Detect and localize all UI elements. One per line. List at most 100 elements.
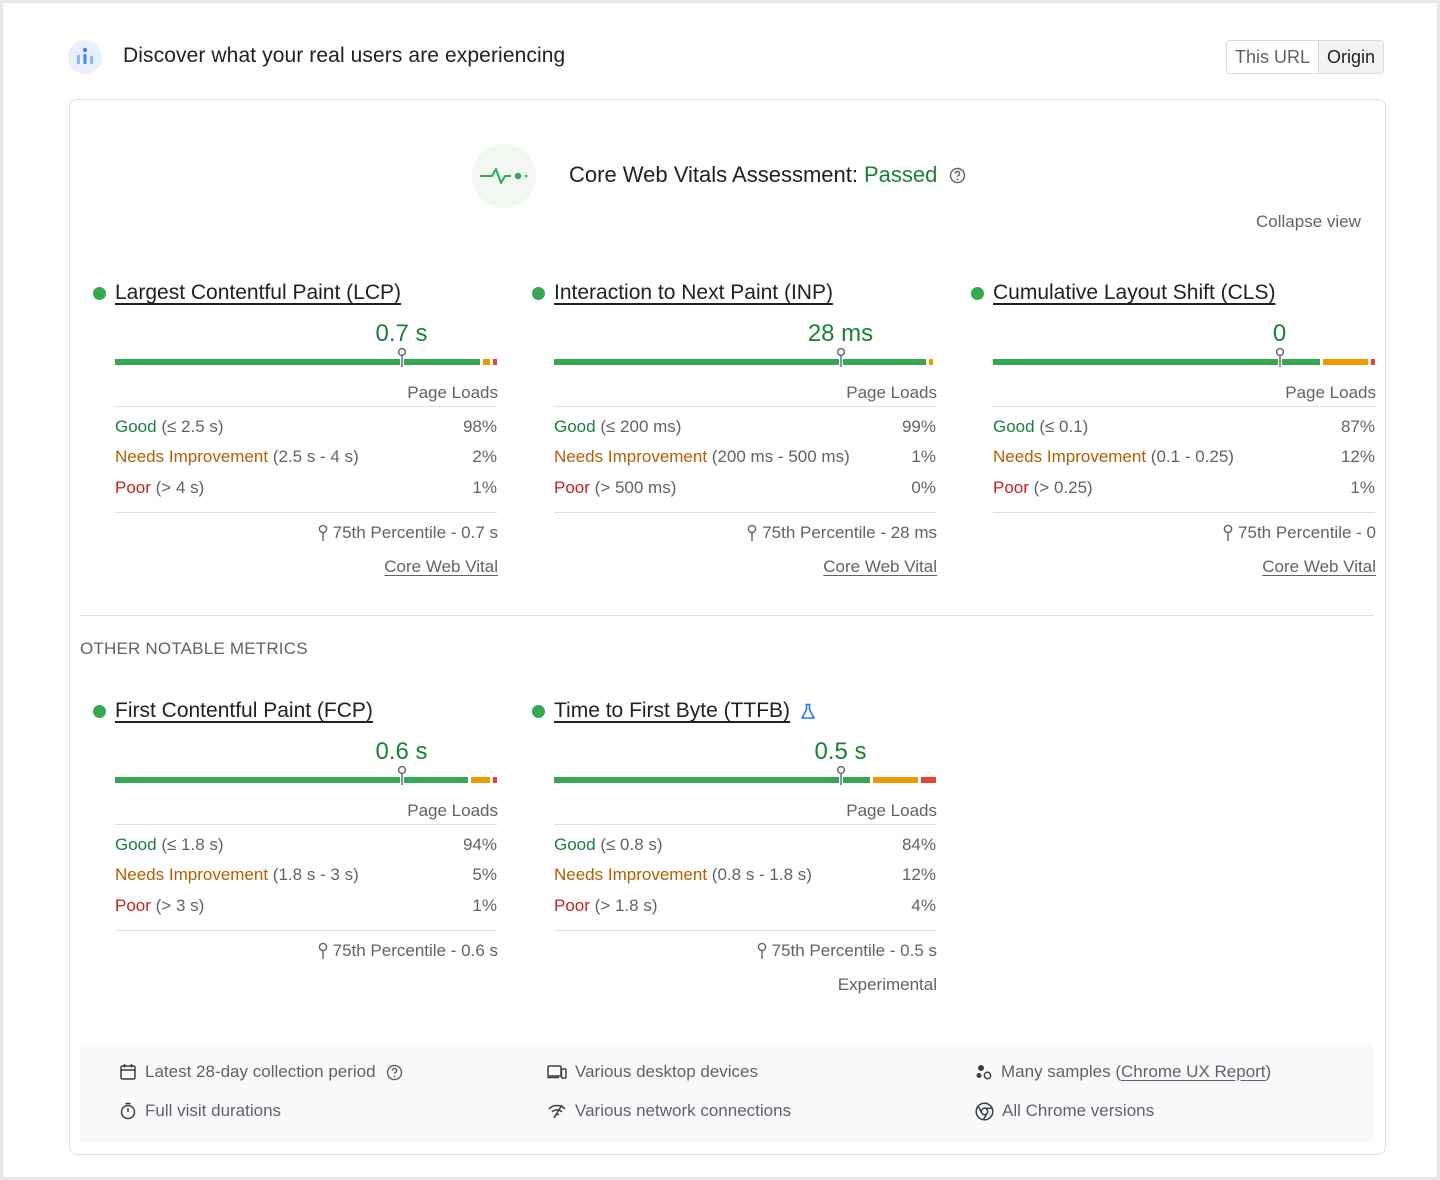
poor-range: (> 4 s) xyxy=(150,477,205,497)
ni-range: (1.8 s - 3 s) xyxy=(268,865,359,885)
poor-percent: 4% xyxy=(911,895,936,915)
help-icon[interactable] xyxy=(386,1064,411,1081)
needs-improvement-row: Needs Improvement (0.8 s - 1.8 s) 12% xyxy=(554,859,936,890)
chrome-ux-report-link[interactable]: Chrome UX Report xyxy=(1120,1062,1266,1081)
poor-segment xyxy=(1371,359,1375,365)
needs-improvement-segment xyxy=(471,777,491,783)
poor-range: (> 0.25) xyxy=(1028,477,1093,497)
status-dot xyxy=(971,286,984,300)
poor-label: Poor xyxy=(115,477,151,497)
good-segment xyxy=(115,777,469,783)
device-info-text: Various desktop devices xyxy=(575,1062,759,1081)
metric-name-link[interactable]: First Contentful Paint (FCP) xyxy=(115,699,373,722)
samples-icon xyxy=(976,1065,992,1080)
divider xyxy=(554,512,936,513)
core-web-vital-link[interactable]: Core Web Vital xyxy=(1262,557,1376,576)
poor-segment xyxy=(493,777,497,783)
collection-period-text: Latest 28-day collection period xyxy=(145,1062,376,1081)
needs-improvement-row: Needs Improvement (0.1 - 0.25) 12% xyxy=(993,441,1375,472)
device-info: Various desktop devices xyxy=(547,1062,758,1082)
percentile-row: 75th Percentile - 0.6 s xyxy=(318,941,498,961)
poor-range: (> 1.8 s) xyxy=(589,895,658,915)
metric-value: 0 xyxy=(1272,320,1287,347)
core-web-vital-link[interactable]: Core Web Vital xyxy=(823,557,937,576)
network-info-text: Various network connections xyxy=(575,1101,792,1120)
distribution-bar xyxy=(554,347,936,367)
poor-label: Poor xyxy=(115,895,151,915)
ni-percent: 12% xyxy=(1340,447,1375,467)
network-info: Various network connections xyxy=(547,1101,791,1121)
good-range: (≤ 2.5 s) xyxy=(156,416,224,436)
pin-icon xyxy=(1223,524,1233,541)
page-loads-label: Page Loads xyxy=(846,801,937,820)
ni-range: (0.1 - 0.25) xyxy=(1146,447,1234,467)
good-label: Good xyxy=(554,834,596,854)
good-percent: 94% xyxy=(462,834,497,854)
percentile-marker xyxy=(835,765,847,785)
metric-name-link[interactable]: Interaction to Next Paint (INP) xyxy=(554,281,833,304)
poor-range: (> 500 ms) xyxy=(589,477,677,497)
divider xyxy=(115,930,497,931)
pin-icon xyxy=(747,524,757,541)
good-range: (≤ 200 ms) xyxy=(595,416,682,436)
distribution-bar xyxy=(554,765,936,785)
poor-percent: 1% xyxy=(1350,477,1375,497)
samples-suffix: ) xyxy=(1265,1062,1272,1081)
good-range: (≤ 1.8 s) xyxy=(156,834,224,854)
chrome-icon xyxy=(975,1101,994,1121)
toggle-origin[interactable]: Origin xyxy=(1318,41,1384,73)
good-row: Good (≤ 2.5 s) 98% xyxy=(115,410,497,441)
ni-label: Needs Improvement xyxy=(554,865,708,885)
samples-info: Many samples (Chrome UX Report) xyxy=(975,1062,1271,1082)
poor-segment xyxy=(493,359,497,365)
page-loads-label: Page Loads xyxy=(407,801,498,820)
pin-icon xyxy=(318,942,327,959)
url-origin-toggle[interactable]: This URL Origin xyxy=(1226,40,1385,74)
good-label: Good xyxy=(993,416,1035,436)
distribution-bar xyxy=(115,765,497,785)
ni-label: Needs Improvement xyxy=(993,447,1147,467)
pin-icon xyxy=(757,942,766,959)
percentile-marker xyxy=(835,347,847,367)
page-loads-label: Page Loads xyxy=(846,383,937,402)
core-web-vital-link[interactable]: Core Web Vital xyxy=(384,557,498,576)
assessment-heading: Core Web Vitals Assessment: Passed xyxy=(569,162,966,188)
needs-improvement-segment xyxy=(872,777,918,783)
pin-icon xyxy=(318,524,327,541)
good-row: Good (≤ 200 ms) 99% xyxy=(554,410,936,441)
collection-info-panel: Latest 28-day collection period Full vis… xyxy=(80,1045,1374,1142)
metric-value: 0.6 s xyxy=(375,738,428,765)
good-row: Good (≤ 0.8 s) 84% xyxy=(554,828,936,859)
metric-value: 28 ms xyxy=(807,320,874,347)
collapse-view-link[interactable]: Collapse view xyxy=(1256,212,1361,231)
metric-name-link[interactable]: Time to First Byte (TTFB) xyxy=(554,699,791,722)
metric-name-link[interactable]: Cumulative Layout Shift (CLS) xyxy=(993,281,1276,304)
metric-name-link[interactable]: Largest Contentful Paint (LCP) xyxy=(115,281,401,304)
poor-label: Poor xyxy=(993,477,1029,497)
poor-percent: 0% xyxy=(911,477,936,497)
ni-label: Needs Improvement xyxy=(554,447,708,467)
assessment-label: Core Web Vitals Assessment: xyxy=(569,162,858,187)
help-icon[interactable] xyxy=(949,167,966,184)
network-icon xyxy=(548,1104,566,1119)
stopwatch-icon xyxy=(120,1102,136,1120)
good-segment xyxy=(115,359,480,365)
percentile-marker xyxy=(396,347,408,367)
good-percent: 99% xyxy=(901,416,936,436)
percentile-text: 75th Percentile - 0.5 s xyxy=(771,941,937,960)
good-percent: 98% xyxy=(462,416,497,436)
good-percent: 87% xyxy=(1340,416,1375,436)
ni-label: Needs Improvement xyxy=(115,447,269,467)
ni-percent: 2% xyxy=(472,447,497,467)
status-dot xyxy=(93,286,106,300)
good-label: Good xyxy=(115,834,157,854)
calendar-icon xyxy=(120,1064,136,1080)
page-title: Discover what your real users are experi… xyxy=(123,44,566,67)
good-row: Good (≤ 0.1) 87% xyxy=(993,410,1375,441)
good-label: Good xyxy=(115,416,157,436)
divider xyxy=(554,930,936,931)
toggle-this-url[interactable]: This URL xyxy=(1235,47,1311,67)
poor-label: Poor xyxy=(554,477,590,497)
metric-value: 0.7 s xyxy=(375,320,428,347)
visit-durations-text: Full visit durations xyxy=(145,1101,282,1120)
